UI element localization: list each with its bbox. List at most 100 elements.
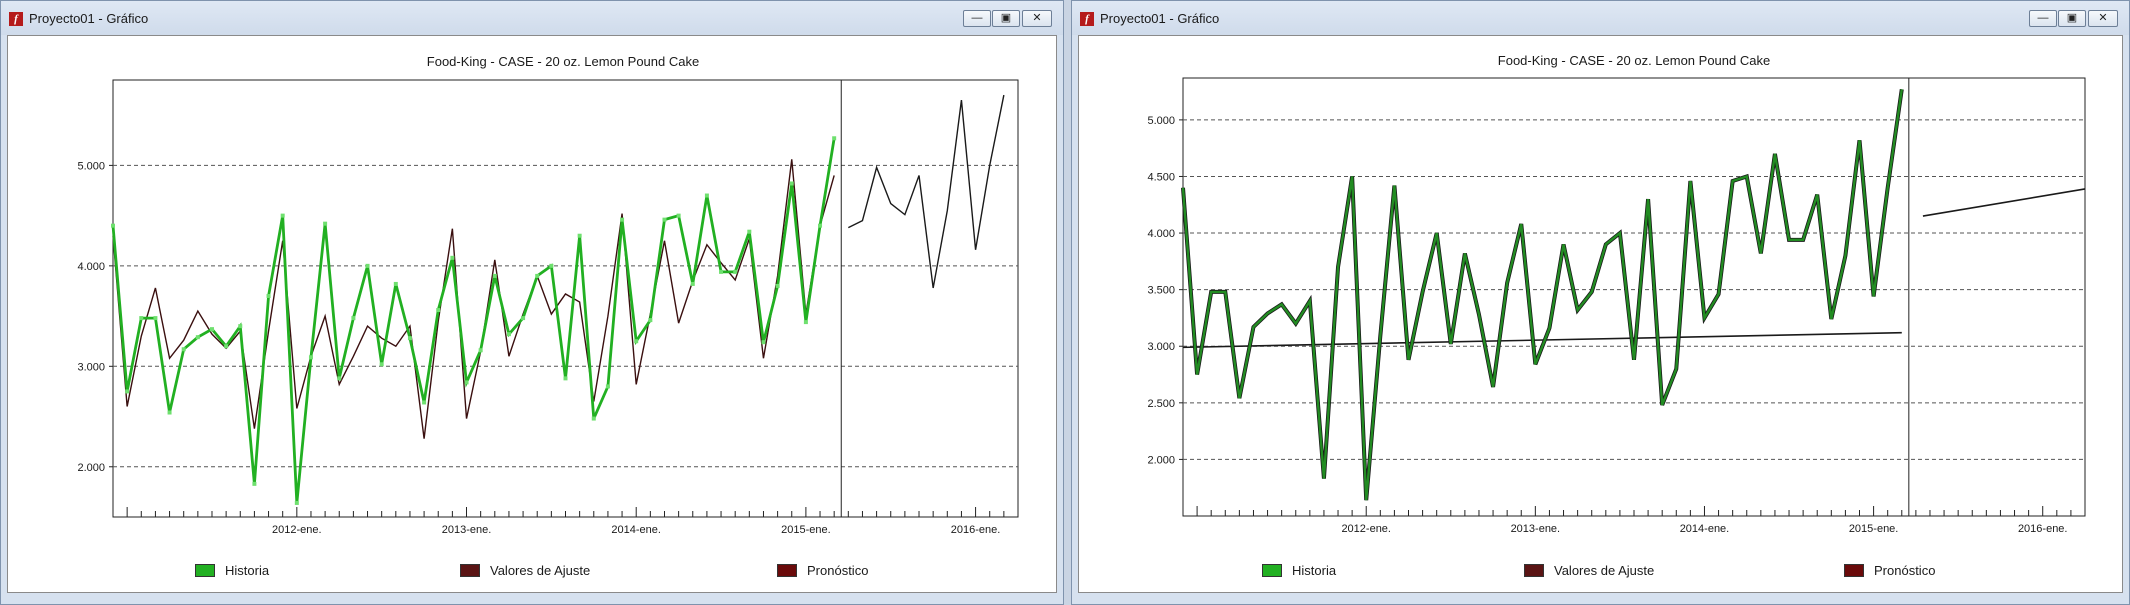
history-point <box>492 273 497 278</box>
forecast-trend-line <box>1922 188 2086 217</box>
history-point <box>719 269 724 274</box>
history-point <box>266 293 271 298</box>
close-button[interactable]: ✕ <box>2088 10 2118 27</box>
legend-swatch-forecast <box>1844 563 1864 577</box>
y-tick-label: 2.500 <box>1147 398 1175 410</box>
history-point <box>365 263 370 268</box>
y-tick-label: 5.000 <box>1147 115 1175 127</box>
history-line <box>1181 89 1903 501</box>
history-point <box>209 327 214 332</box>
legend-item-forecast: Pronóstico <box>1844 560 1935 580</box>
y-tick-label: 3.000 <box>1147 341 1175 353</box>
legend-item-fitted: Valores de Ajuste <box>1524 560 1654 580</box>
x-tick-label: 2013-ene. <box>1511 523 1561 535</box>
history-point <box>280 213 285 218</box>
history-point <box>747 229 752 234</box>
x-tick-label: 2012-ene. <box>272 524 322 536</box>
close-button[interactable]: ✕ <box>1022 10 1052 27</box>
history-point <box>549 263 554 268</box>
chart-title: Food-King - CASE - 20 oz. Lemon Pound Ca… <box>427 54 699 69</box>
history-point <box>662 217 667 222</box>
maximize-icon: ▣ <box>1000 12 1012 24</box>
history-point <box>393 281 398 286</box>
history-point <box>252 481 257 486</box>
minimize-button[interactable]: — <box>2029 10 2057 27</box>
title-bar[interactable]: f Proyecto01 - Gráfico — ▣ ✕ <box>1 1 1063 35</box>
history-point <box>323 221 328 226</box>
line-chart: Food-King - CASE - 20 oz. Lemon Pound Ca… <box>1147 53 2086 535</box>
history-point <box>422 400 427 405</box>
y-tick-label: 2.000 <box>77 462 105 474</box>
history-point <box>351 316 356 321</box>
history-point <box>111 223 115 228</box>
legend-swatch-fitted <box>460 563 480 577</box>
history-point <box>775 283 780 288</box>
history-point <box>761 340 766 345</box>
maximize-button[interactable]: ▣ <box>2058 10 2086 27</box>
history-point <box>648 318 653 323</box>
history-point <box>125 389 130 394</box>
close-icon: ✕ <box>1032 12 1042 24</box>
legend-label-history: Historia <box>1292 562 1337 578</box>
history-point <box>803 320 808 325</box>
history-point <box>605 384 610 389</box>
y-tick-label: 5.000 <box>77 160 105 172</box>
legend-swatch-fitted <box>1524 563 1544 577</box>
history-point <box>195 335 200 340</box>
history-point <box>789 181 794 186</box>
chart-title: Food-King - CASE - 20 oz. Lemon Pound Ca… <box>1498 53 1770 68</box>
plot-frame <box>1182 77 2086 517</box>
history-point <box>521 316 526 321</box>
history-point <box>139 316 144 321</box>
history-point <box>450 255 455 260</box>
x-tick-label: 2016-ene. <box>2018 523 2068 535</box>
history-point <box>337 376 342 381</box>
y-tick-label: 4.000 <box>1147 228 1175 240</box>
legend-swatch-forecast <box>777 563 797 577</box>
x-tick-label: 2015-ene. <box>781 524 831 536</box>
app-logo-icon: f <box>9 12 23 26</box>
history-point <box>464 380 469 385</box>
history-point <box>181 347 186 352</box>
history-point <box>478 348 483 353</box>
history-point <box>224 344 229 349</box>
history-point <box>690 281 695 286</box>
x-tick-label: 2016-ene. <box>951 524 1001 536</box>
legend-item-history: Historia <box>195 560 269 580</box>
history-point <box>634 339 639 344</box>
history-point <box>591 416 596 421</box>
history-point <box>379 362 384 367</box>
title-bar[interactable]: f Proyecto01 - Gráfico — ▣ ✕ <box>1072 1 2129 35</box>
history-point <box>577 233 582 238</box>
minimize-button[interactable]: — <box>963 10 991 27</box>
y-tick-label: 3.500 <box>1147 285 1175 297</box>
chart-window-left: f Proyecto01 - Gráfico — ▣ ✕ Food-King -… <box>0 0 1064 605</box>
legend-swatch-history <box>195 563 215 577</box>
history-point <box>704 193 709 198</box>
forecast-line <box>848 94 1005 289</box>
maximize-icon: ▣ <box>2066 12 2078 24</box>
history-point <box>308 355 313 360</box>
legend-label-forecast: Pronóstico <box>1874 562 1936 578</box>
chart-area: Food-King - CASE - 20 oz. Lemon Pound Ca… <box>7 35 1057 593</box>
history-point <box>506 332 511 337</box>
app-logo-icon: f <box>1080 12 1094 26</box>
legend-label-forecast: Pronóstico <box>807 562 869 578</box>
minimize-icon: — <box>2037 12 2049 24</box>
y-tick-label: 3.000 <box>77 361 105 373</box>
x-tick-label: 2014-ene. <box>611 524 661 536</box>
x-tick-label: 2015-ene. <box>1849 523 1899 535</box>
history-point <box>733 269 738 274</box>
maximize-button[interactable]: ▣ <box>992 10 1020 27</box>
legend-item-fitted: Valores de Ajuste <box>460 560 590 580</box>
history-point <box>407 336 412 341</box>
history-point <box>620 217 625 222</box>
history-point <box>436 308 441 313</box>
minimize-icon: — <box>971 12 983 24</box>
history-line-outline <box>1181 89 1904 501</box>
legend-label-history: Historia <box>225 562 270 578</box>
y-tick-label: 4.000 <box>77 261 105 273</box>
history-point <box>238 324 243 329</box>
fitted-trend-line <box>1182 331 1902 349</box>
window-title: Proyecto01 - Gráfico <box>1100 11 1220 26</box>
